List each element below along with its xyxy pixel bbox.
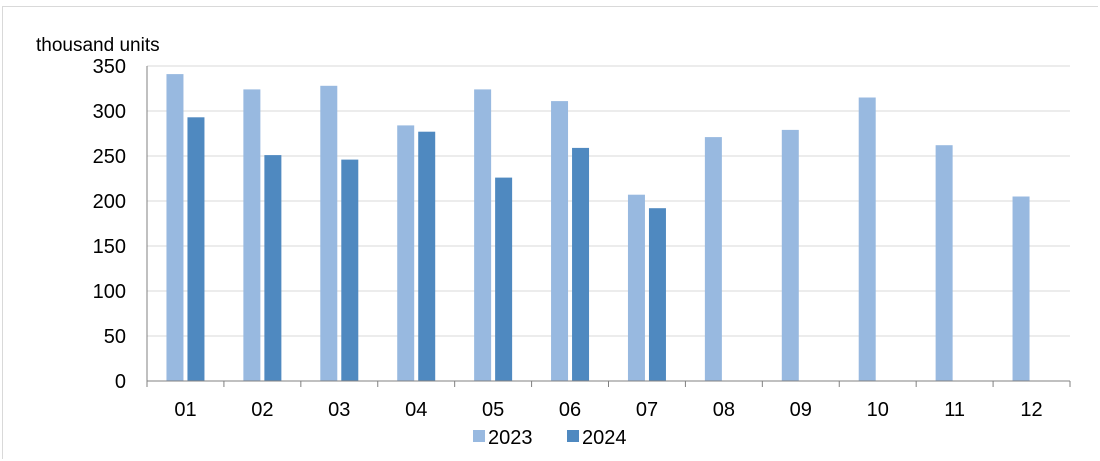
bar-2023-08 (704, 137, 722, 381)
legend-swatch-2024 (567, 430, 579, 442)
bar-2024-06 (572, 147, 590, 381)
legend-label: 2024 (582, 427, 627, 449)
bar-2023-10 (858, 97, 876, 381)
bars (166, 74, 1030, 382)
x-tick-label: 09 (790, 399, 812, 421)
y-tick-label: 250 (93, 146, 126, 168)
bar-2023-04 (397, 125, 415, 382)
x-tick-label: 12 (1020, 399, 1042, 421)
y-tick-label: 50 (104, 326, 126, 348)
x-tick-label: 02 (251, 399, 273, 421)
bar-2024-05 (495, 177, 513, 381)
bar-2023-02 (243, 89, 261, 382)
bar-2023-06 (551, 101, 569, 381)
y-tick-label: 350 (93, 56, 126, 78)
bar-2023-05 (474, 89, 492, 382)
x-tick-label: 01 (174, 399, 196, 421)
y-tick-label: 300 (93, 101, 126, 123)
bar-2023-07 (627, 194, 645, 381)
y-axis-ticks: 0 50 100 150 200 250 300 350 (93, 56, 126, 393)
x-tick-label: 06 (559, 399, 581, 421)
bar-2023-11 (935, 145, 953, 381)
gridlines (147, 65, 1070, 337)
bar-2024-03 (341, 159, 359, 381)
bar-2024-07 (648, 208, 666, 381)
x-tick-label: 03 (328, 399, 350, 421)
bar-2023-09 (781, 129, 799, 381)
x-tick-label: 04 (405, 399, 427, 421)
x-tick-label: 07 (636, 399, 658, 421)
legend-swatch-2023 (473, 430, 485, 442)
legend-label: 2023 (488, 427, 533, 449)
bar-2024-01 (187, 117, 205, 382)
y-tick-label: 150 (93, 236, 126, 258)
legend: 2023 2024 (473, 427, 627, 449)
x-axis: 01 02 03 04 05 06 07 08 09 10 11 12 (146, 66, 1071, 421)
y-tick-label: 200 (93, 191, 126, 213)
bar-2023-03 (320, 85, 338, 382)
chart-frame (2, 6, 1098, 459)
unit-label: thousand units (36, 35, 160, 56)
x-tick-label: 05 (482, 399, 504, 421)
bar-2023-01 (166, 74, 184, 381)
y-tick-label: 100 (93, 281, 126, 303)
y-tick-label: 0 (115, 371, 126, 393)
x-tick-label: 10 (867, 399, 889, 421)
bar-2023-12 (1012, 196, 1030, 381)
x-tick-label: 11 (944, 399, 965, 421)
bar-2024-04 (418, 131, 436, 381)
bar-2024-02 (264, 155, 282, 381)
x-tick-label: 08 (713, 399, 735, 421)
